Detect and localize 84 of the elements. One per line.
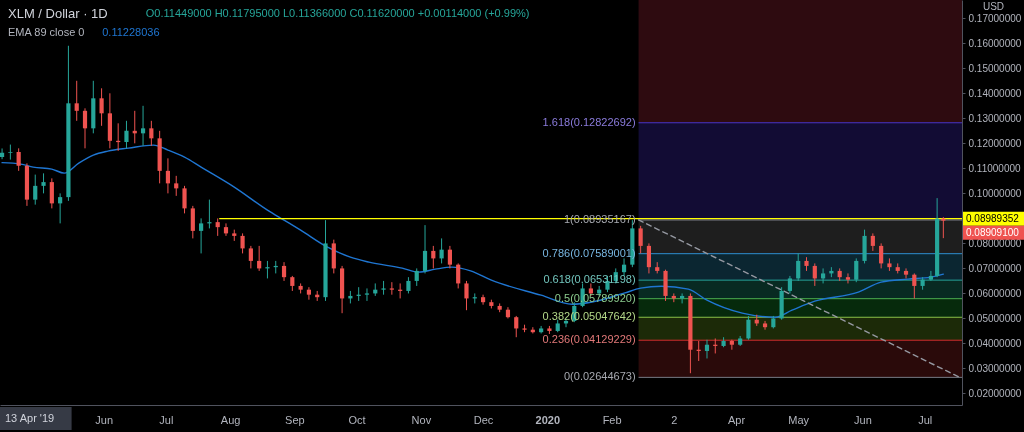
y-tick-label: 0.13000000 <box>968 112 1022 124</box>
candlestick <box>257 245 262 272</box>
candlestick <box>746 315 751 341</box>
candlestick <box>165 157 171 194</box>
candlestick <box>41 172 46 194</box>
y-tick-label: 0.14000000 <box>968 87 1022 99</box>
y-tick-label: 0.16000000 <box>968 37 1022 49</box>
x-tick-label: Dec <box>473 413 494 426</box>
x-tick-label: Sep <box>285 413 305 426</box>
data-label: 0.08989352 <box>966 212 1020 224</box>
candlestick <box>729 339 734 351</box>
candlestick <box>182 185 187 214</box>
candlestick <box>422 224 428 274</box>
x-tick-label: Jun <box>854 413 872 426</box>
annotation: O0.11449000 H0.11795000 L0.11366000 C0.11620000 +0.00114000 (+0.99%) <box>145 7 530 19</box>
candlestick <box>812 262 817 287</box>
candlestick <box>480 294 486 306</box>
candlestick <box>248 245 253 269</box>
y-tick-label: 0.10000000 <box>968 187 1022 199</box>
y-tick-label: 0.11000000 <box>968 162 1022 174</box>
annotation: EMA 89 close 0 <box>8 26 85 38</box>
candlestick <box>99 87 104 127</box>
y-tick-label: 0.07000000 <box>968 262 1022 274</box>
candlestick <box>879 242 884 269</box>
candlestick <box>447 245 452 269</box>
candlestick <box>638 225 643 254</box>
ref-line-label: 0(0.02644673) <box>564 370 636 383</box>
candlestick <box>306 286 312 301</box>
x-tick-label: Feb <box>602 413 622 426</box>
x-tick-label: Jul <box>159 413 174 426</box>
candlestick <box>364 287 370 302</box>
candlestick <box>199 217 204 254</box>
y-tick-label: 0.06000000 <box>968 287 1022 299</box>
text: 13 Apr '19 <box>5 411 55 424</box>
candlestick <box>140 105 146 147</box>
x-tick-label: May <box>788 413 810 426</box>
candlestick <box>941 216 946 239</box>
candlestick <box>74 80 79 122</box>
annotation: 0.08909100 <box>966 226 1020 238</box>
text: XLM / Dollar · 1D <box>8 6 108 21</box>
x-tick-label: 2020 <box>535 413 561 426</box>
candlestick <box>58 192 63 224</box>
ref-line-label: 0.236(0.04129229) <box>542 333 636 346</box>
candlestick <box>149 120 154 147</box>
candlestick <box>174 175 179 197</box>
candlestick <box>33 174 38 206</box>
y-tick-label: 0.04000000 <box>968 337 1022 349</box>
y-tick-label: 0.17000000 <box>968 12 1022 24</box>
candlestick <box>431 245 436 269</box>
candlestick <box>190 205 195 239</box>
y-axis-title: USD <box>982 0 1005 12</box>
y-tick-label: 0.03000000 <box>968 362 1022 374</box>
candlestick <box>82 107 88 149</box>
y-tick-label: 0.08000000 <box>968 237 1022 249</box>
candlestick <box>912 272 917 299</box>
candlestick <box>456 262 461 289</box>
x-tick-label: 2 <box>671 413 678 426</box>
candlestick <box>621 257 627 277</box>
candlestick <box>49 177 54 209</box>
candlestick <box>903 267 909 279</box>
candlestick <box>281 261 287 282</box>
x-tick-label: Oct <box>348 413 366 426</box>
x-tick-label: Jul <box>918 413 933 426</box>
candlestick <box>16 147 21 172</box>
candlestick <box>762 320 768 331</box>
x-tick-label: Nov <box>411 413 432 426</box>
x-tick-label: Aug <box>220 413 241 426</box>
candlestick <box>464 280 469 311</box>
y-tick-label: 0.05000000 <box>968 312 1022 324</box>
candlestick <box>845 272 851 284</box>
candlestick <box>124 120 129 149</box>
y-tick-label: 0.02000000 <box>968 387 1022 399</box>
candlestick <box>646 242 652 274</box>
candlestick <box>223 222 229 237</box>
y-tick-label: 0.15000000 <box>968 62 1022 74</box>
candlestick <box>514 315 519 338</box>
ref-line-label: 1.618(0.12822692) <box>542 115 636 128</box>
candlestick <box>704 339 710 359</box>
candlestick <box>8 144 13 161</box>
annotation: 0.11228036 <box>102 26 160 38</box>
y-tick-label: 0.12000000 <box>968 137 1022 149</box>
candlestick <box>240 232 245 254</box>
x-tick-label: Jun <box>95 413 114 426</box>
x-tick-label: Apr <box>727 413 746 426</box>
